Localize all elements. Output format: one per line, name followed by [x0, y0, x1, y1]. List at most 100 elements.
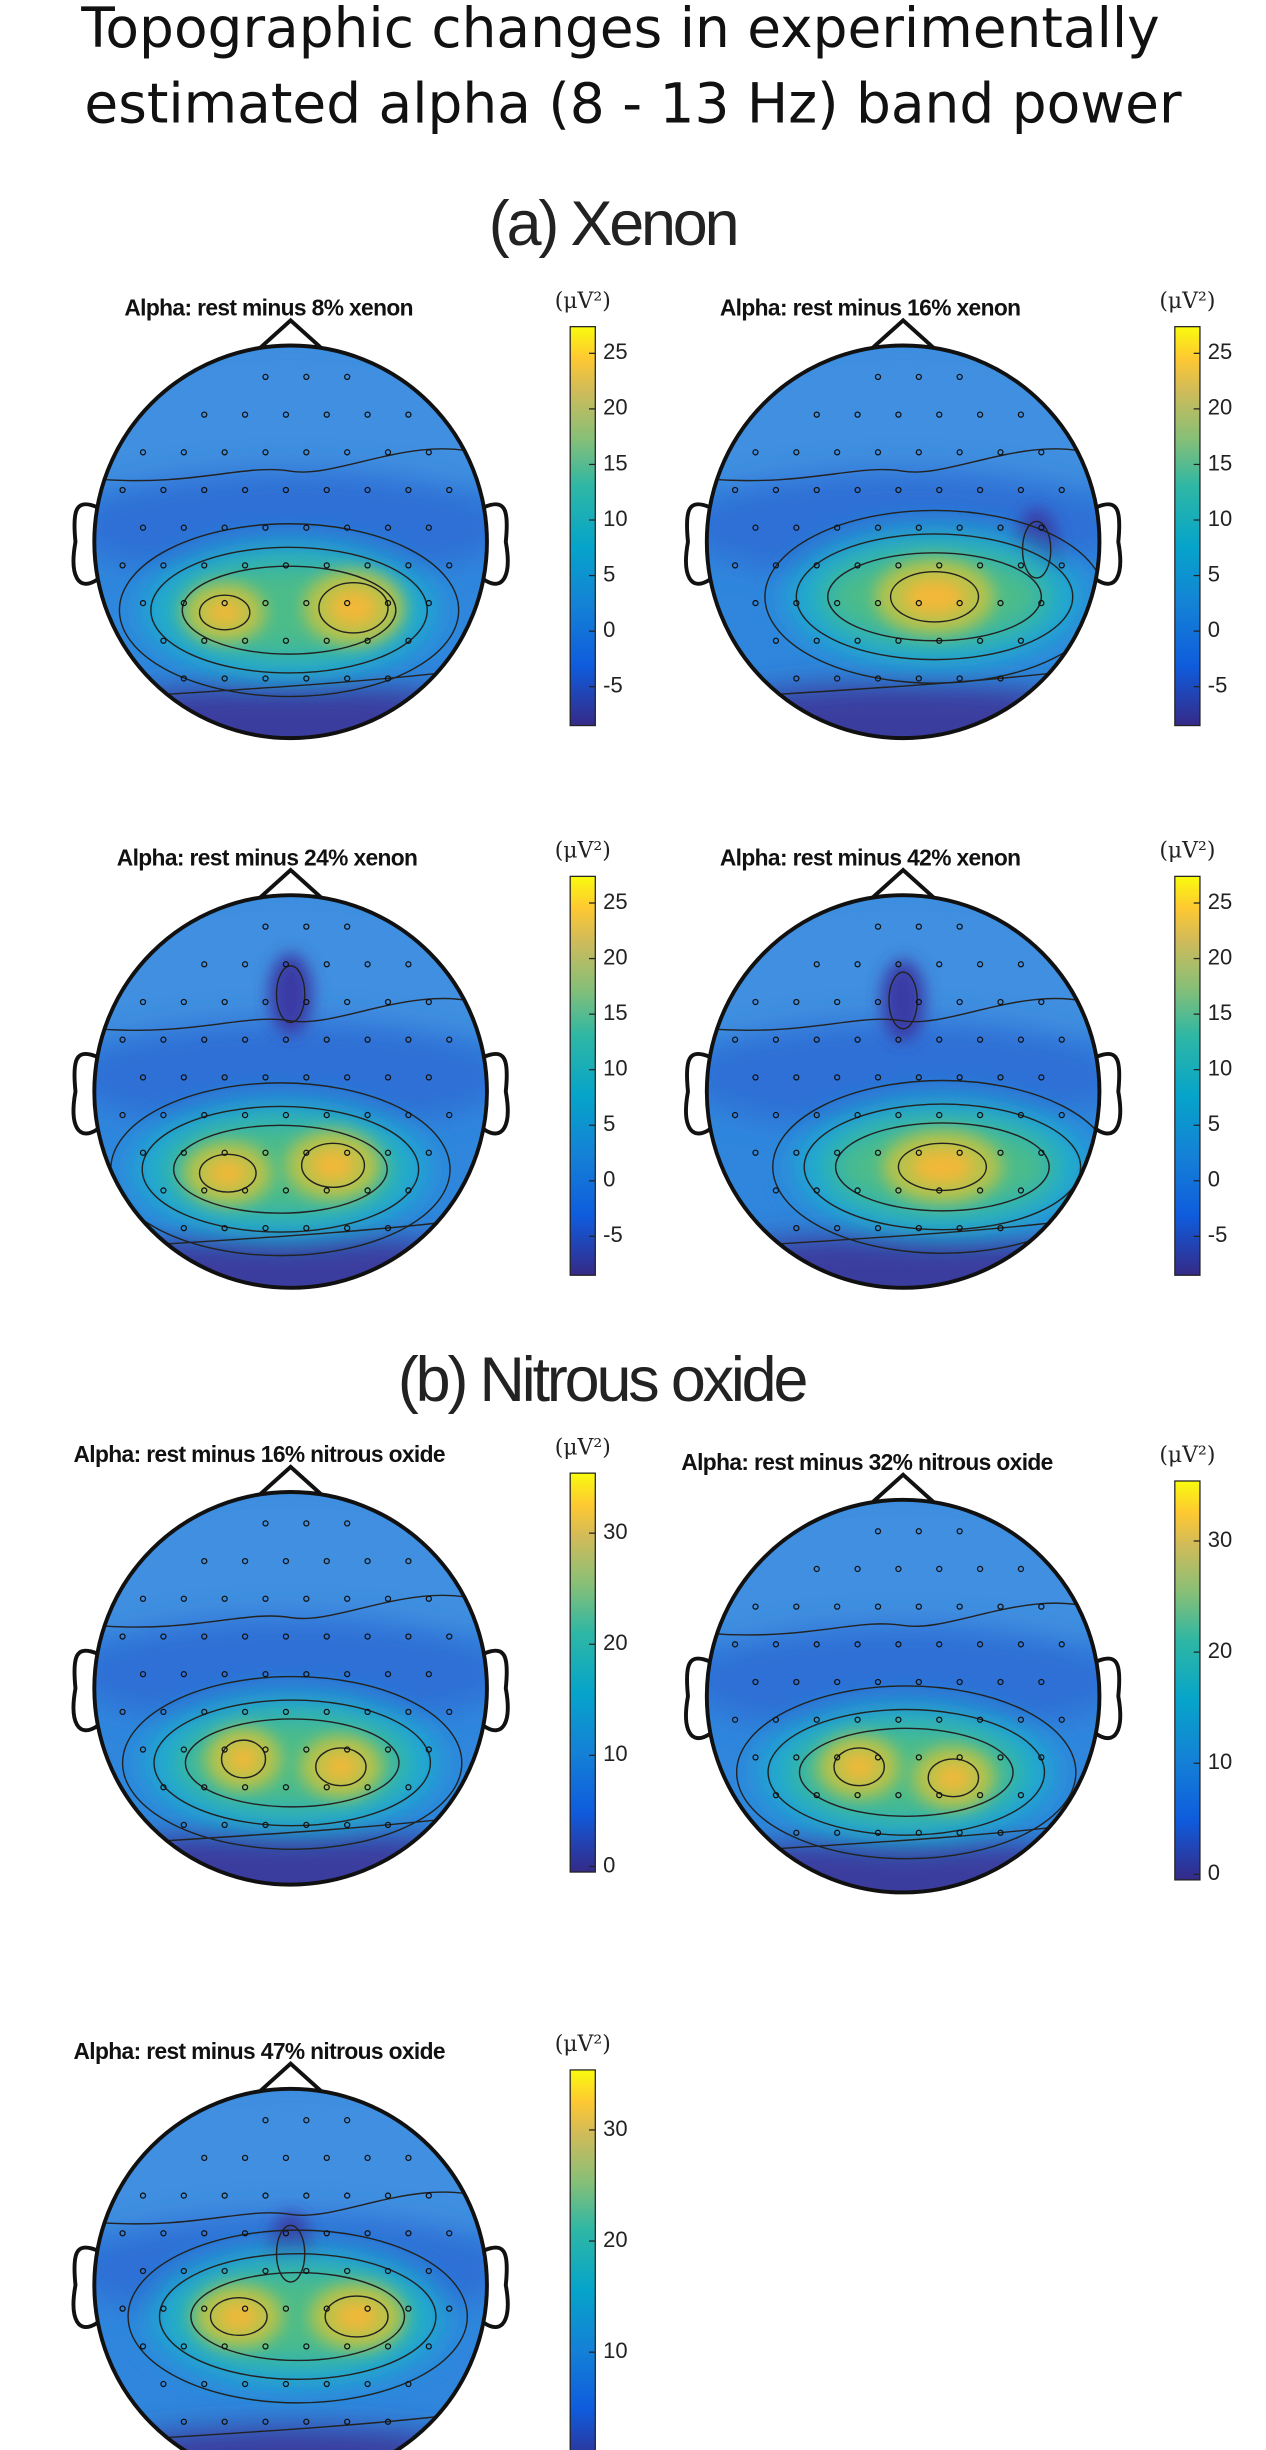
electrode: [241, 2154, 249, 2162]
nose: [870, 867, 936, 900]
colorbar-tick-label: 10: [603, 1741, 627, 1766]
map-region: [268, 953, 313, 1035]
electrode: [1017, 1791, 1025, 1799]
ear: [684, 502, 712, 586]
electrode: [201, 411, 208, 418]
electrode: [874, 1225, 882, 1232]
electrode: [282, 1708, 290, 1716]
colorbar-tick-label: 30: [603, 1519, 627, 1544]
electrode: [160, 1784, 167, 1791]
plot-title: Alpha: rest minus 32% nitrous oxide: [681, 1449, 1052, 1475]
colorbar-tick-label: 0: [603, 617, 615, 642]
electrode: [1017, 961, 1025, 968]
electrode: [303, 1225, 310, 1232]
electrode: [262, 2117, 269, 2124]
electrode: [1017, 562, 1025, 569]
colorbar-tick-label: 30: [1208, 1527, 1232, 1552]
electrode: [323, 2154, 330, 2162]
electrode: [160, 2305, 167, 2312]
electrode: [1038, 1754, 1045, 1761]
ear: [1095, 1656, 1123, 1741]
electrode: [854, 1187, 861, 1194]
map: [94, 2088, 487, 2450]
electrode: [364, 1708, 371, 1716]
colorbar-tick-label: -5: [603, 1222, 623, 1247]
contour: [927, 1758, 980, 1798]
colorbar-unit: (μV²): [555, 289, 611, 314]
nose: [257, 1464, 324, 1497]
electrode: [139, 524, 147, 531]
electrode: [221, 1821, 228, 1829]
electrode: [915, 1678, 922, 1686]
electrode: [997, 1225, 1004, 1232]
topomap: Alpha: rest minus 8% xenon (μV²) -5 0 5 10 15 2…: [71, 289, 628, 741]
electrode: [834, 675, 841, 682]
electrode: [344, 1149, 351, 1156]
electrode: [241, 2380, 249, 2388]
electrode: [1017, 411, 1025, 418]
electrode: [915, 1225, 922, 1232]
electrode: [384, 2267, 392, 2275]
electrode: [282, 1633, 290, 1640]
contour: [198, 1153, 257, 1193]
map-region: [334, 2302, 379, 2331]
head-outline: [92, 1490, 489, 1887]
electrode: [405, 562, 412, 569]
electrode: [201, 2305, 208, 2312]
electrode: [915, 1754, 922, 1761]
electrode: [956, 1603, 963, 1610]
electrode: [793, 524, 800, 531]
electrode: [1038, 1149, 1045, 1156]
nose: [257, 867, 324, 900]
electrode: [282, 1784, 290, 1791]
ear: [71, 502, 99, 586]
electrode: [303, 2117, 310, 2124]
electrode: [364, 2305, 371, 2312]
colorbar-tick-label: 0: [1208, 1167, 1220, 1192]
electrode: [793, 1678, 800, 1686]
electrode: [1058, 1716, 1065, 1723]
electrode: [221, 1671, 228, 1678]
contour: [706, 1602, 1100, 1636]
electrode: [221, 675, 228, 682]
electrode: [425, 599, 432, 607]
electrode: [956, 1829, 963, 1836]
electrode: [262, 923, 269, 930]
colorbar: [569, 326, 596, 727]
electrode: [282, 1187, 290, 1194]
electrode: [425, 2267, 432, 2275]
map: [706, 345, 1100, 739]
electrode: [854, 1036, 861, 1043]
colorbar-tick-label: 15: [603, 450, 627, 475]
electrode: [895, 961, 902, 968]
map: [706, 895, 1100, 1288]
colorbar-tick-label: -5: [1208, 672, 1228, 697]
electrode: [793, 1829, 800, 1836]
electrode: [895, 1187, 902, 1194]
electrode: [1038, 1074, 1045, 1081]
electrode: [303, 1520, 310, 1527]
map: [94, 1491, 487, 1885]
nose: [870, 317, 936, 351]
electrode: [344, 524, 351, 531]
contour: [889, 570, 980, 623]
electrode: [915, 449, 922, 456]
electrode: [241, 2230, 249, 2237]
contour: [735, 1685, 1077, 1860]
colorbar-unit: (μV²): [1159, 289, 1215, 314]
electrode: [874, 1678, 882, 1686]
electrode: [344, 1074, 351, 1081]
contour: [150, 546, 428, 674]
colorbar: [569, 1472, 596, 1873]
ear: [482, 502, 510, 586]
electrode: [180, 2418, 187, 2425]
contour: [834, 1122, 1050, 1212]
electrode: [364, 486, 371, 494]
electrode: [936, 1641, 943, 1648]
electrode: [834, 998, 841, 1006]
electrode: [895, 1111, 902, 1119]
electrode: [1038, 1678, 1045, 1686]
electrode: [139, 2267, 147, 2275]
ear: [1095, 502, 1123, 586]
contour: [94, 448, 487, 482]
